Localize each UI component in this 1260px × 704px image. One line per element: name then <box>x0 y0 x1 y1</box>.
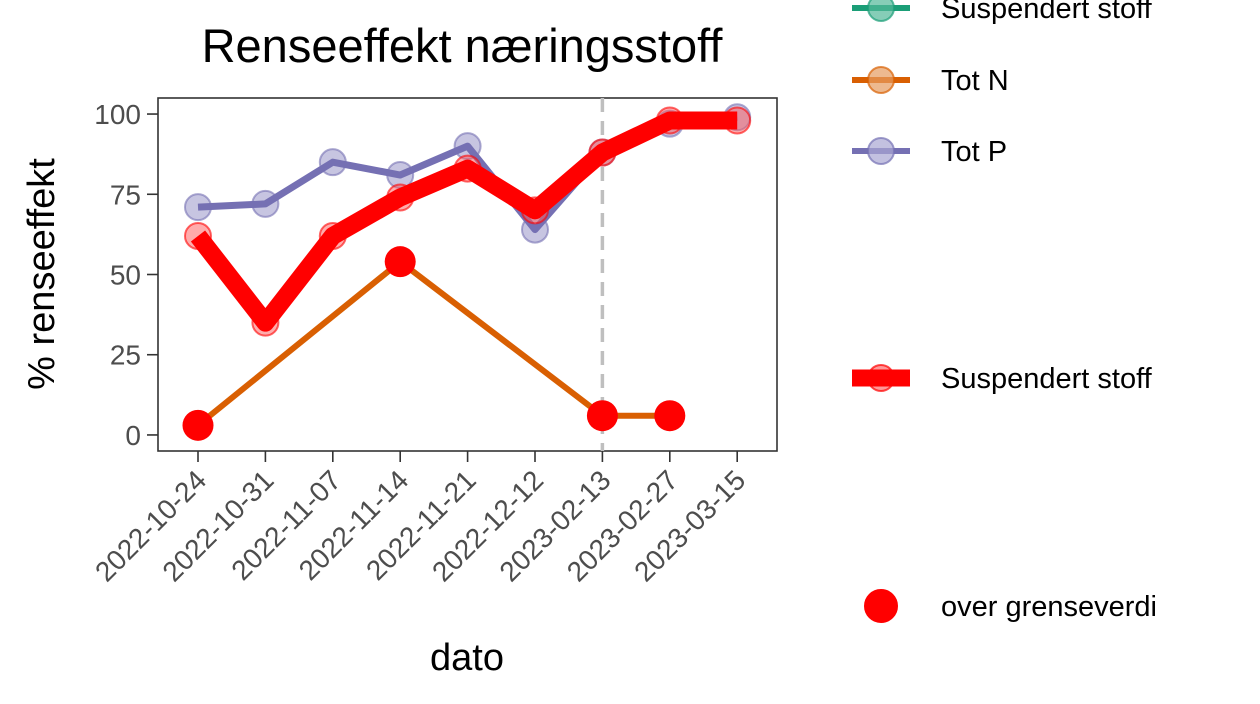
over-grenseverdi-point-2023-02-13 <box>586 400 618 432</box>
over-grenseverdi-point-2023-02-27 <box>654 400 686 432</box>
chart-title: Renseeffekt næringsstoff <box>202 19 724 72</box>
y-tick-label-0: 0 <box>125 420 141 451</box>
over-grenseverdi-point-2022-11-14 <box>384 246 416 278</box>
legend-tot-p-key-point <box>867 137 895 165</box>
legend-over-grenseverdi-key-point <box>864 589 898 623</box>
legend-over-grenseverdi-label: over grenseverdi <box>941 591 1157 623</box>
y-tick-label-25: 25 <box>110 340 141 371</box>
legend-suspendert-stoff-1-key-point <box>867 0 895 22</box>
y-axis-title: % renseeffekt <box>21 158 63 390</box>
legend-tot-n-label: Tot N <box>941 65 1009 97</box>
y-tick-label-50: 50 <box>110 260 141 291</box>
suspendert-stoff-line <box>190 111 738 332</box>
tot-n-line <box>196 258 670 428</box>
legend-tot-p-label: Tot P <box>941 136 1007 168</box>
over-grenseverdi-point-2022-10-24 <box>182 409 214 441</box>
x-axis-title: dato <box>430 637 504 679</box>
y-tick-label-75: 75 <box>110 179 141 210</box>
legend-suspendert-stoff-1-label: Suspendert stoff <box>941 0 1153 25</box>
legend-tot-n-key-point <box>867 66 895 94</box>
y-tick-label-100: 100 <box>94 99 141 130</box>
legend-suspendert-stoff-2-label: Suspendert stoff <box>941 363 1153 395</box>
